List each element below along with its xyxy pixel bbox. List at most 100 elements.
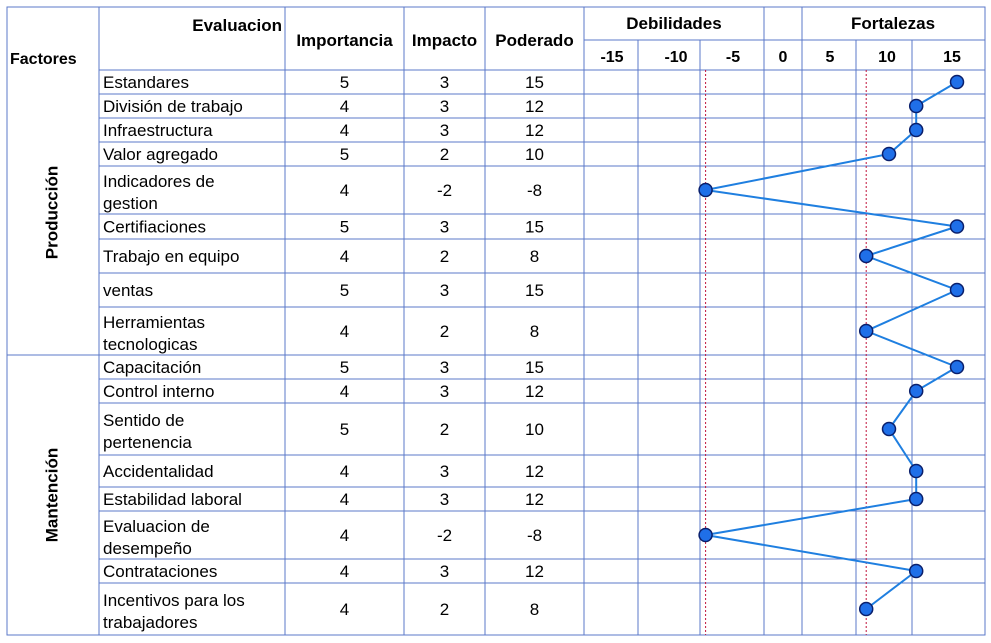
factor-label: Estandares (103, 73, 189, 92)
poderado-value: 15 (525, 281, 544, 300)
importancia-value: 5 (340, 420, 349, 439)
data-point (908, 491, 924, 507)
factor-label: Valor agregado (103, 145, 218, 164)
factores-header: Factores (10, 51, 77, 68)
impacto-value: 3 (440, 382, 449, 401)
poderado-value: -8 (527, 181, 542, 200)
impacto-value: 2 (440, 322, 449, 341)
table-row: Estandares 5 3 15 (103, 73, 544, 92)
tick-label: 0 (779, 49, 788, 66)
importancia-value: 5 (340, 218, 349, 237)
data-point (881, 421, 897, 437)
importancia-value: 4 (340, 181, 349, 200)
data-point (949, 359, 965, 375)
importancia-value: 5 (340, 358, 349, 377)
poderado-value: 8 (530, 247, 539, 266)
data-point (908, 463, 924, 479)
debilidades-header: Debilidades (626, 14, 721, 33)
factor-label: Infraestructura (103, 121, 213, 140)
factor-label: Trabajo en equipo (103, 247, 239, 266)
impacto-value: 2 (440, 247, 449, 266)
factor-label: División de trabajo (103, 97, 243, 116)
importancia-value: 4 (340, 121, 349, 140)
data-point (908, 563, 924, 579)
impacto-value: 3 (440, 218, 449, 237)
poderado-value: 8 (530, 322, 539, 341)
table-row: Accidentalidad 4 3 12 (103, 462, 544, 481)
importancia-value: 5 (340, 281, 349, 300)
factor-label: ventas (103, 281, 153, 300)
table-row: División de trabajo 4 3 12 (103, 97, 544, 116)
impacto-value: 3 (440, 462, 449, 481)
impacto-value: 3 (440, 562, 449, 581)
factor-label: Herramientas (103, 313, 205, 332)
table-row: Indicadores de gestion 4 -2 -8 (103, 172, 542, 213)
column-header: Poderado (495, 31, 573, 50)
data-point (858, 323, 874, 339)
importancia-value: 4 (340, 97, 349, 116)
poderado-value: 12 (525, 97, 544, 116)
factor-label: desempeño (103, 539, 192, 558)
poderado-value: 12 (525, 562, 544, 581)
evaluacion-header: Evaluacion (192, 16, 282, 35)
table-row: Certifiaciones 5 3 15 (103, 218, 544, 237)
poderado-value: 10 (525, 145, 544, 164)
factor-label: pertenencia (103, 433, 192, 452)
data-point (949, 74, 965, 90)
column-header: Impacto (412, 31, 477, 50)
factor-label: gestion (103, 194, 158, 213)
impacto-value: 3 (440, 121, 449, 140)
factor-label: Estabilidad laboral (103, 490, 242, 509)
poderado-value: 12 (525, 462, 544, 481)
factor-label: Control interno (103, 382, 215, 401)
factor-label: Incentivos para los (103, 591, 245, 610)
grid-lines (6, 6, 986, 636)
poderado-value: -8 (527, 526, 542, 545)
data-point (908, 383, 924, 399)
poderado-value: 12 (525, 121, 544, 140)
table-row: Infraestructura 4 3 12 (103, 121, 544, 140)
poderado-value: 15 (525, 218, 544, 237)
tick-label: 5 (826, 49, 835, 66)
tick-label: -15 (600, 49, 623, 66)
fortalezas-header: Fortalezas (851, 14, 935, 33)
impacto-value: 3 (440, 490, 449, 509)
poderado-value: 12 (525, 382, 544, 401)
importancia-value: 4 (340, 462, 349, 481)
data-point (908, 122, 924, 138)
importancia-value: 4 (340, 490, 349, 509)
poderado-value: 8 (530, 600, 539, 619)
data-point (881, 146, 897, 162)
factor-label: Certifiaciones (103, 218, 206, 237)
table-border (6, 6, 986, 636)
data-point (858, 248, 874, 264)
tick-label: 15 (943, 49, 961, 66)
table-row: Herramientas tecnologicas 4 2 8 (103, 313, 539, 354)
table-row: Contrataciones 4 3 12 (103, 562, 544, 581)
table-row: Sentido de pertenencia 5 2 10 (103, 411, 544, 452)
table-row: Estabilidad laboral 4 3 12 (103, 490, 544, 509)
impacto-value: -2 (437, 526, 452, 545)
data-point (858, 601, 874, 617)
impacto-value: 3 (440, 97, 449, 116)
tick-label: -10 (664, 49, 687, 66)
poderado-value: 12 (525, 490, 544, 509)
impacto-value: 2 (440, 145, 449, 164)
importancia-value: 4 (340, 526, 349, 545)
table-row: ventas 5 3 15 (103, 281, 544, 300)
importancia-value: 4 (340, 600, 349, 619)
table-row: Valor agregado 5 2 10 (103, 145, 544, 164)
importancia-value: 4 (340, 382, 349, 401)
factor-label: Sentido de (103, 411, 184, 430)
tick-label: -5 (726, 49, 740, 66)
impacto-value: -2 (437, 181, 452, 200)
impacto-value: 2 (440, 600, 449, 619)
impacto-value: 2 (440, 420, 449, 439)
group-label: Mantención (42, 448, 61, 542)
table-row: Capacitación 5 3 15 (103, 358, 544, 377)
impacto-value: 3 (440, 281, 449, 300)
table-row: Evaluacion de desempeño 4 -2 -8 (103, 517, 542, 558)
data-point (698, 527, 713, 543)
